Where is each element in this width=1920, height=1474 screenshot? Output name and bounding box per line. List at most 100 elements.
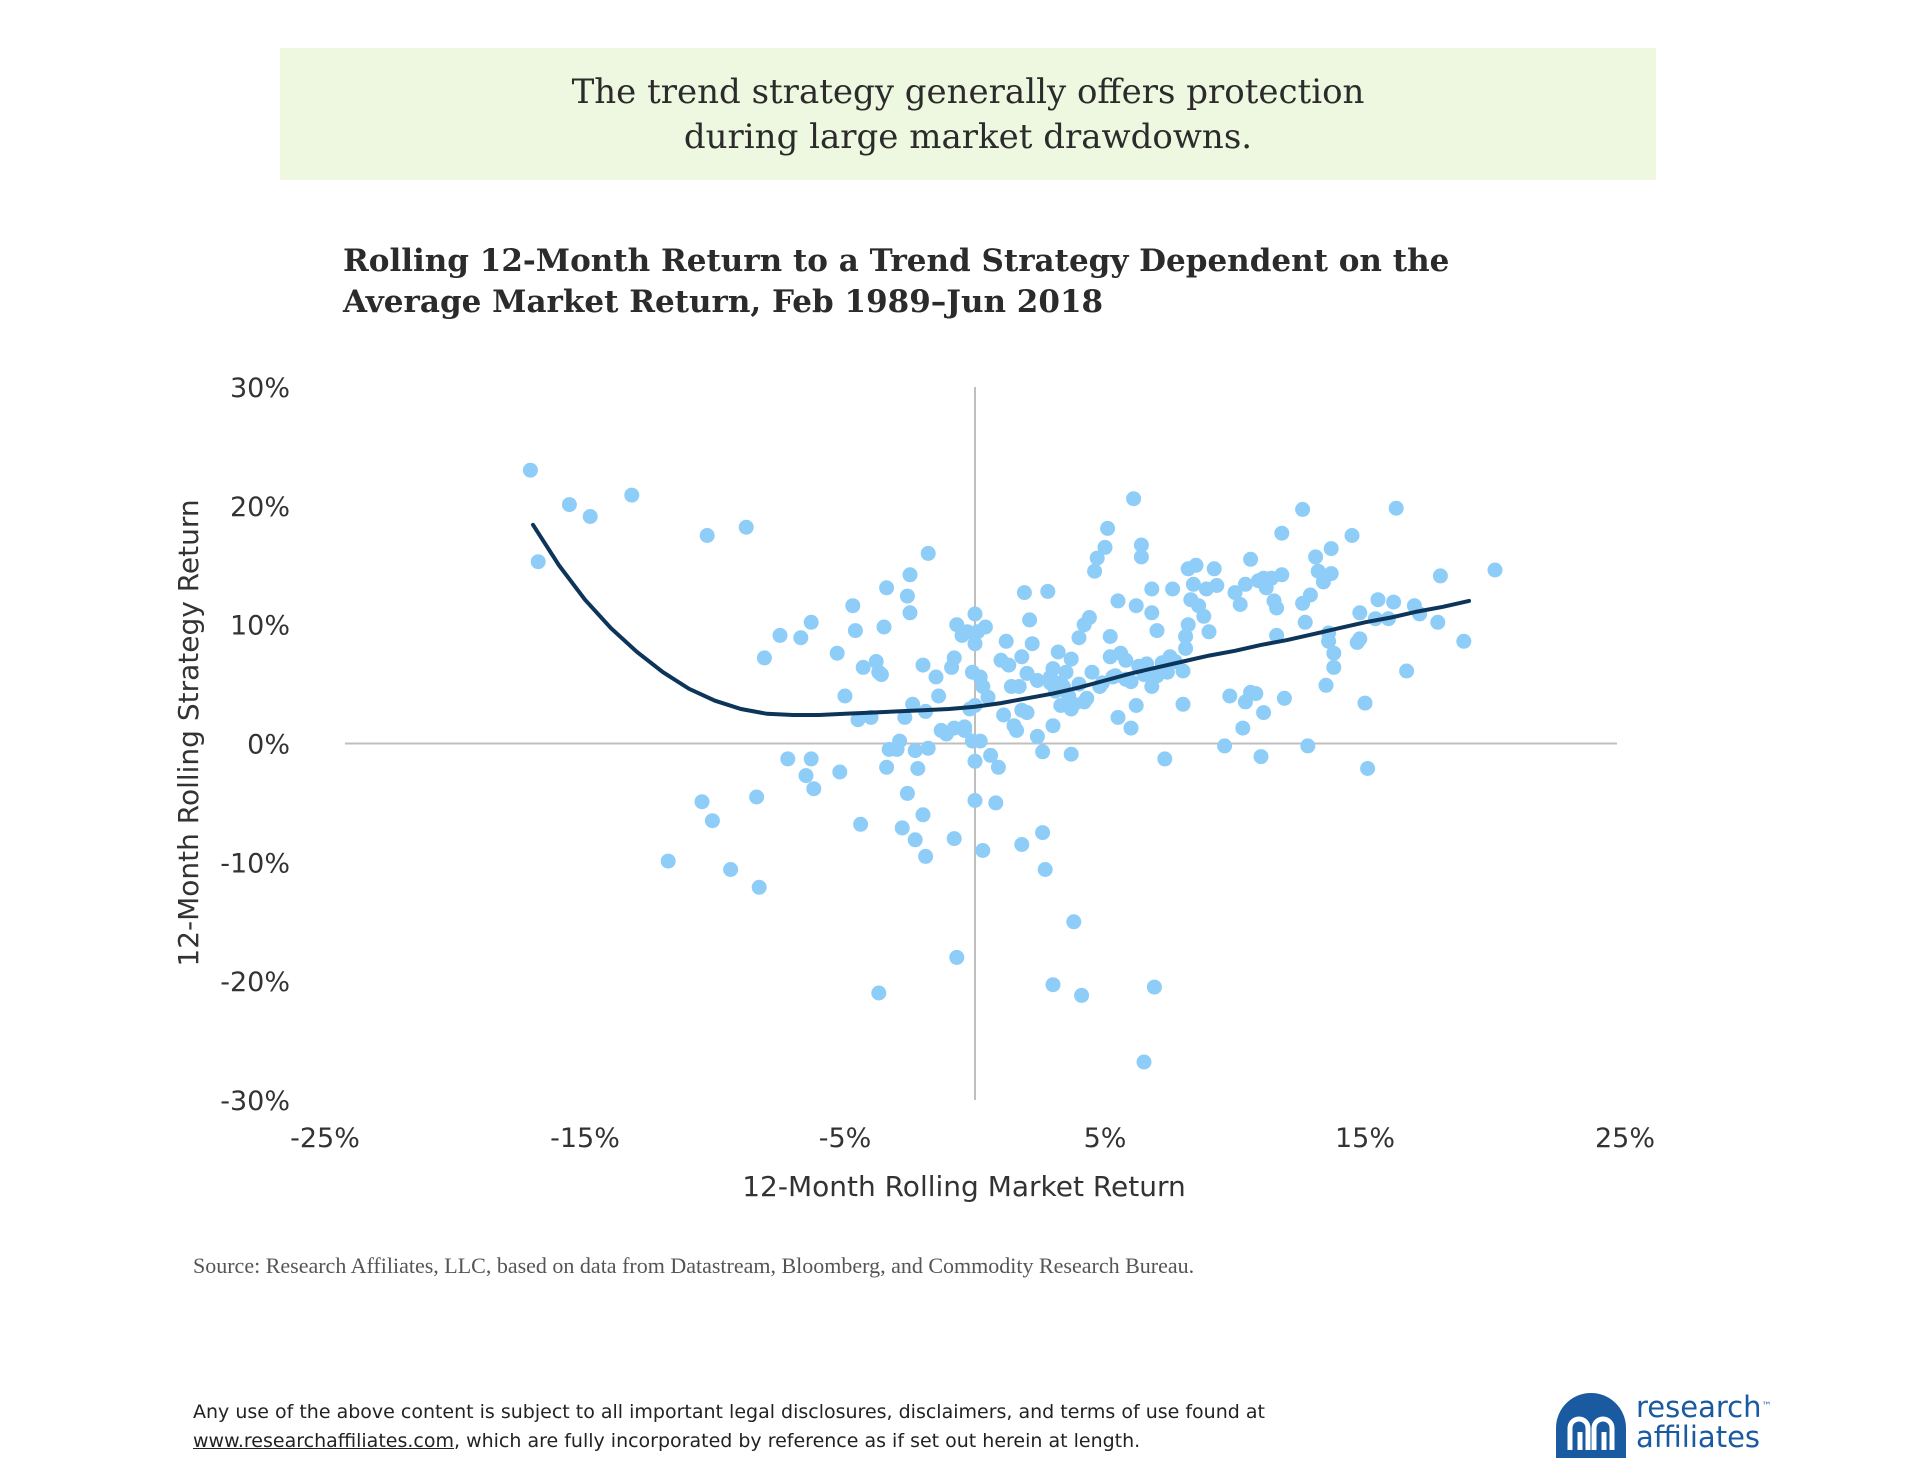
data-point <box>879 580 895 596</box>
data-point <box>1071 630 1087 646</box>
data-point <box>1029 728 1045 744</box>
data-point <box>915 657 931 673</box>
data-point <box>1037 862 1053 877</box>
data-point <box>959 624 975 640</box>
data-point <box>892 733 908 749</box>
data-point <box>1276 690 1292 706</box>
data-point <box>1295 501 1311 517</box>
data-point <box>806 781 822 797</box>
data-point <box>1235 720 1251 736</box>
x-tick-label: 15% <box>1335 1123 1395 1154</box>
data-point <box>1022 612 1038 628</box>
data-point <box>1386 594 1402 610</box>
data-point <box>847 623 863 639</box>
data-point <box>561 497 577 513</box>
data-point <box>1063 746 1079 762</box>
data-point <box>879 759 895 775</box>
data-point <box>1165 581 1181 597</box>
data-point <box>1089 550 1105 566</box>
data-point <box>897 709 913 725</box>
x-tick-label: -5% <box>819 1123 872 1154</box>
data-point <box>998 633 1014 649</box>
trend-line <box>531 522 1471 717</box>
data-point <box>1084 664 1100 680</box>
data-point <box>915 807 931 823</box>
data-point <box>1058 664 1074 680</box>
data-point <box>1196 608 1212 624</box>
data-point <box>1066 914 1082 930</box>
data-point <box>1136 1054 1152 1070</box>
data-point <box>1321 633 1337 649</box>
data-point <box>957 722 973 738</box>
y-axis-label: 12-Month Rolling Strategy Return <box>172 499 205 966</box>
data-point <box>967 753 983 769</box>
data-point <box>1222 688 1238 704</box>
data-point <box>850 712 866 728</box>
data-point <box>1087 563 1103 579</box>
data-point <box>1227 585 1243 601</box>
data-point <box>1144 605 1160 621</box>
data-point <box>853 816 869 832</box>
data-point <box>1297 614 1313 630</box>
data-point <box>972 733 988 749</box>
data-point <box>899 588 915 604</box>
data-point <box>967 636 983 652</box>
chart-title-line-2: Average Market Return, Feb 1989–Jun 2018 <box>343 284 1104 320</box>
chart-title-line-1: Rolling 12-Month Return to a Trend Strat… <box>343 243 1450 279</box>
data-point <box>1388 500 1404 516</box>
data-point <box>1326 645 1342 661</box>
data-point <box>1081 610 1097 625</box>
x-tick-label: -25% <box>290 1123 360 1154</box>
disclaimer-line-2-rest: , which are fully incorporated by refere… <box>453 1430 1141 1452</box>
data-point <box>980 689 996 705</box>
data-point <box>876 619 892 635</box>
data-point <box>798 768 814 784</box>
data-point <box>983 747 999 763</box>
data-point <box>1123 674 1139 690</box>
data-point <box>704 813 720 829</box>
data-point <box>1126 491 1142 507</box>
data-point <box>1243 551 1259 567</box>
data-point <box>996 707 1012 723</box>
data-point <box>1201 624 1217 640</box>
data-point <box>1100 520 1116 536</box>
data-point <box>931 688 947 704</box>
data-point <box>1185 576 1201 592</box>
data-point <box>894 820 910 836</box>
data-point <box>1323 541 1339 557</box>
data-point <box>1344 528 1360 543</box>
data-point <box>1432 568 1448 584</box>
data-point <box>918 848 934 864</box>
data-point <box>1014 649 1030 665</box>
headline-line-1: The trend strategy generally offers prot… <box>571 72 1365 112</box>
data-point <box>1269 600 1285 616</box>
data-point <box>920 740 936 756</box>
data-point <box>902 605 918 621</box>
data-point <box>1300 738 1316 754</box>
headline-text: The trend strategy generally offers prot… <box>280 70 1656 160</box>
data-point <box>1370 592 1386 608</box>
data-point <box>1274 525 1290 541</box>
legal-disclaimer: Any use of the above content is subject … <box>193 1398 1265 1456</box>
data-point <box>902 567 918 583</box>
data-point <box>1357 695 1373 711</box>
website-link[interactable]: www.researchaffiliates.com <box>193 1430 454 1452</box>
data-point <box>699 528 715 543</box>
data-point <box>738 519 754 535</box>
data-point <box>1352 631 1368 647</box>
data-point <box>990 759 1006 775</box>
logo-wordmark: research™ affiliates <box>1636 1392 1771 1452</box>
y-tick-label: 10% <box>230 611 290 642</box>
data-point <box>1014 837 1030 852</box>
data-point <box>1045 977 1061 993</box>
data-point <box>1035 744 1051 760</box>
data-point <box>1079 690 1095 706</box>
data-point <box>1063 651 1079 667</box>
data-point <box>1050 644 1066 660</box>
data-point <box>1097 539 1113 555</box>
data-point <box>756 650 772 666</box>
headline-banner: The trend strategy generally offers prot… <box>280 48 1656 180</box>
disclaimer-line-2: www.researchaffiliates.com, which are fu… <box>193 1427 1265 1456</box>
data-point <box>837 688 853 704</box>
data-point <box>845 598 861 614</box>
